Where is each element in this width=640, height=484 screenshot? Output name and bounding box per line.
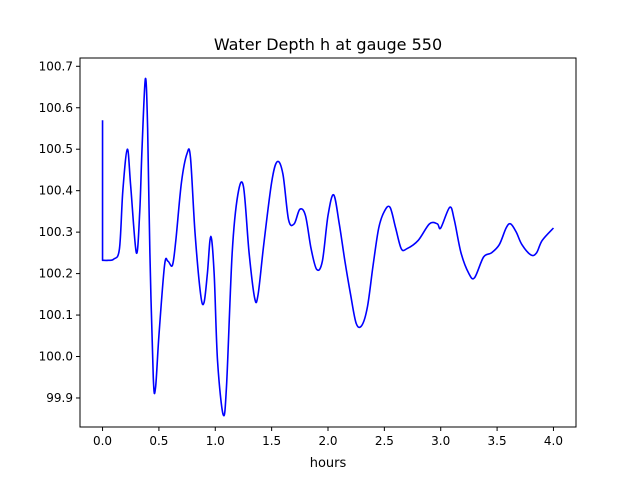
y-tick-label: 100.4 (39, 184, 73, 198)
x-tick-label: 2.5 (375, 434, 394, 448)
y-tick-label: 100.2 (39, 267, 73, 281)
y-tick-label: 100.6 (39, 101, 73, 115)
chart-title: Water Depth h at gauge 550 (214, 35, 442, 54)
y-tick-label: 100.5 (39, 142, 73, 156)
y-tick-label: 99.9 (46, 391, 73, 405)
x-axis-label: hours (310, 456, 347, 471)
x-tick-label: 0.0 (93, 434, 112, 448)
x-tick-label: 0.5 (149, 434, 168, 448)
y-tick-label: 100.7 (39, 59, 73, 73)
series-layer (101, 77, 555, 417)
y-tick-label: 100.0 (39, 350, 73, 364)
y-axis: 99.9 100.0 100.1 100.2 100.3 100.4 100.5 100.6 1… (39, 59, 80, 405)
x-tick-label: 2.0 (318, 434, 337, 448)
x-tick-label: 3.5 (488, 434, 507, 448)
x-tick-label: 4.0 (544, 434, 563, 448)
y-tick-label: 100.1 (39, 308, 73, 322)
x-tick-label: 1.5 (262, 434, 281, 448)
x-axis: 0.0 0.5 1.0 1.5 2.0 2.5 3.0 3.5 4.0 (93, 427, 563, 448)
y-tick-label: 100.3 (39, 225, 73, 239)
x-tick-label: 3.0 (431, 434, 450, 448)
x-tick-label: 1.0 (206, 434, 225, 448)
water-depth-series-line (101, 77, 555, 417)
